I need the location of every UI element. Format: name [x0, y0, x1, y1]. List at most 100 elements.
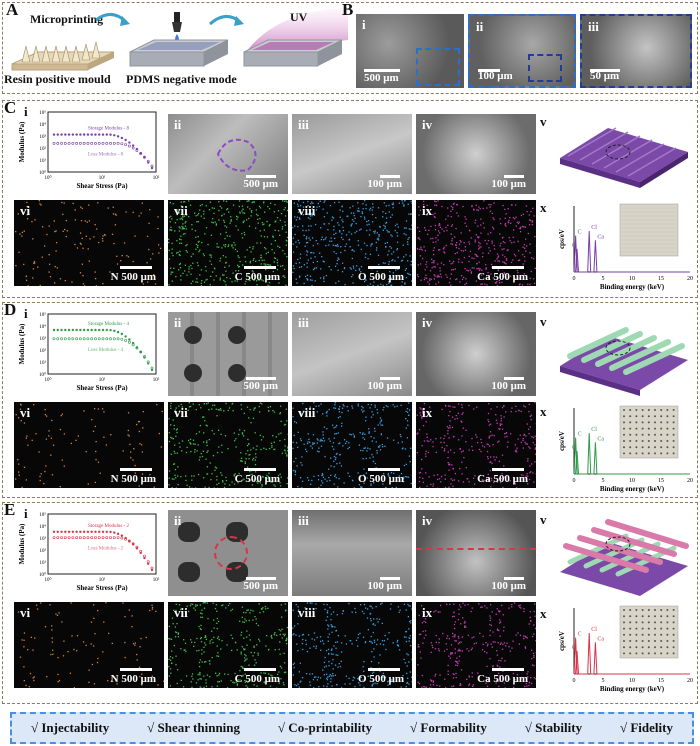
eds-dot	[333, 645, 335, 647]
eds-dot	[480, 246, 482, 248]
eds-dot	[392, 251, 395, 253]
eds-dot	[86, 221, 89, 223]
eds-dot	[274, 221, 276, 223]
panel-e-letter: E	[4, 500, 16, 519]
eds-dot	[224, 435, 227, 437]
eds-dot	[382, 211, 384, 213]
eds-dot	[206, 451, 208, 453]
eds-dot	[460, 232, 462, 234]
eds-dot	[498, 685, 500, 687]
eds-dot	[455, 227, 457, 230]
eds-dot	[174, 626, 177, 628]
eds-dot	[324, 478, 326, 480]
eds-dot	[198, 665, 201, 668]
eds-dot	[217, 681, 219, 683]
eds-dot	[325, 665, 327, 667]
y-tick-label: 10⁴	[39, 122, 46, 128]
eds-dot	[332, 672, 334, 675]
eds-dot	[189, 442, 191, 444]
eds-dot	[418, 614, 420, 617]
x-tick-label: 15	[658, 478, 664, 484]
scale-bar-label: 100 μm	[491, 178, 526, 190]
eds-dot	[138, 485, 140, 487]
loss-point	[105, 337, 109, 341]
eds-dot	[301, 642, 304, 645]
eds-dot	[34, 219, 36, 221]
eds-dot	[265, 263, 267, 265]
eds-dot	[452, 468, 454, 470]
eds-dot	[308, 225, 310, 227]
loss-legend: Loss Modulus - 4	[88, 348, 124, 353]
eds-dot	[183, 649, 185, 651]
eds-dot	[176, 428, 178, 430]
eds-dot	[473, 257, 475, 260]
eds-dot	[300, 439, 302, 442]
eds-dot	[512, 236, 514, 239]
eds-dot	[480, 606, 482, 609]
eds-dot	[237, 229, 239, 231]
eds-dot	[311, 673, 314, 675]
eds-dot	[268, 282, 271, 284]
eds-dot	[269, 479, 271, 482]
eds-dot	[405, 609, 407, 611]
eds-dot	[222, 604, 224, 606]
eds-dot	[342, 610, 344, 612]
eds-dot	[65, 219, 68, 222]
eds-dot	[498, 629, 500, 632]
eds-dot	[435, 438, 437, 440]
eds-dot	[525, 682, 528, 685]
eds-dot	[197, 673, 199, 676]
eds-dot	[323, 278, 325, 280]
eds-dot	[352, 267, 355, 269]
eds-dot	[283, 684, 285, 686]
eds-dot	[532, 441, 534, 444]
eds-dot	[304, 607, 306, 609]
eds-dot	[168, 637, 170, 640]
eds-dot	[352, 676, 355, 678]
eds-dot	[380, 283, 382, 285]
eds-dot	[509, 240, 511, 242]
eds-dot	[198, 661, 201, 664]
eds-dot	[362, 432, 364, 434]
eds-dot	[441, 205, 443, 208]
eds-dot	[375, 467, 377, 469]
eds-dot	[461, 473, 463, 475]
eds-dot	[532, 258, 535, 260]
eds-dot	[296, 282, 298, 284]
eds-dot	[428, 283, 431, 285]
eds-dot	[371, 221, 374, 223]
eds-dot	[218, 638, 220, 641]
eds-dot	[369, 448, 371, 450]
eds-dot	[248, 417, 250, 419]
eds-dot	[534, 402, 536, 404]
eds-dot	[421, 249, 423, 251]
eds-dot	[419, 476, 421, 479]
eds-dot	[199, 274, 201, 276]
eds-dot	[366, 617, 369, 619]
scale-bar	[492, 266, 524, 269]
eds-dot	[188, 402, 191, 404]
eds-dot	[180, 205, 182, 207]
eds-dot	[124, 641, 126, 644]
eds-dot	[512, 259, 514, 261]
eds-dot	[309, 673, 311, 675]
eds-dot	[317, 439, 319, 441]
eds-dot	[353, 677, 356, 679]
eds-dot	[306, 278, 308, 280]
eds-dot	[471, 676, 473, 678]
eds-dot	[280, 630, 282, 632]
eds-dot	[497, 610, 500, 612]
eds-dot	[496, 481, 499, 483]
eds-dot	[309, 684, 311, 686]
eds-dot	[351, 643, 353, 645]
eds-dot	[309, 275, 312, 277]
x-tick-label: 10	[629, 276, 635, 282]
eds-dot	[217, 429, 220, 431]
eds-dot	[502, 261, 504, 263]
eds-dot	[230, 679, 232, 682]
loss-point	[67, 337, 71, 341]
eds-dot	[241, 210, 243, 212]
eds-dot	[432, 260, 435, 262]
eds-dot	[332, 611, 335, 613]
eds-dot	[52, 649, 54, 651]
